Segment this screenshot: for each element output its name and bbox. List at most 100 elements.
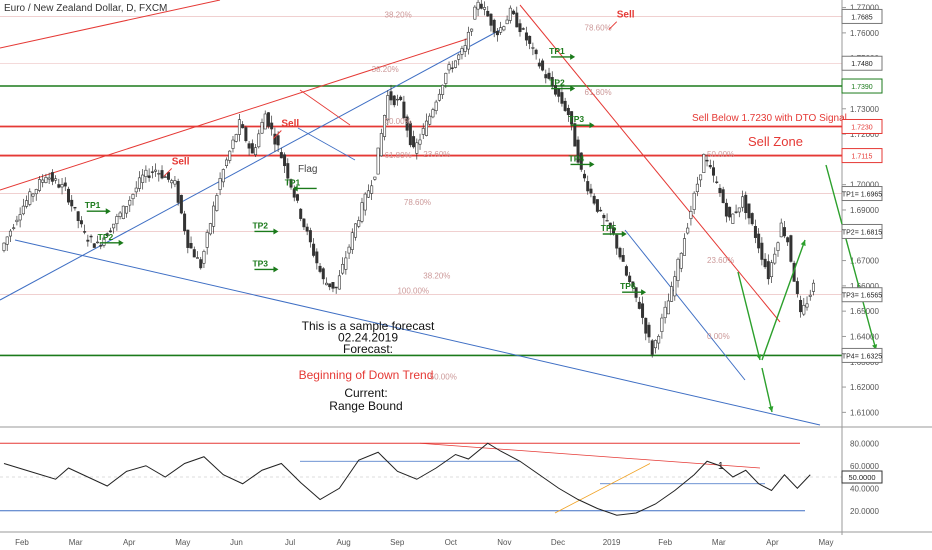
candle-body	[621, 255, 625, 262]
candle-body	[15, 219, 19, 223]
candle-body	[437, 93, 441, 101]
candle-body	[505, 19, 509, 25]
candle-body	[495, 30, 499, 36]
fib-label: 0.00%	[707, 332, 730, 341]
price-level-label: TP1= 1.6965	[842, 192, 882, 199]
candle-body	[399, 96, 403, 101]
candle-body	[150, 171, 154, 173]
candle-body	[715, 181, 719, 183]
candle-body	[753, 225, 757, 238]
candle-body	[553, 85, 557, 95]
candle-body	[486, 10, 490, 17]
candle-body	[141, 174, 145, 183]
candle-body	[576, 139, 580, 163]
candle-body	[776, 242, 780, 251]
projection-arrow-down-2	[825, 164, 877, 351]
candle-body	[73, 206, 77, 209]
rising-blue-trendline	[0, 29, 501, 301]
price-tick-label: 1.62000	[850, 383, 879, 392]
candle-body	[402, 101, 406, 119]
candle-body	[257, 133, 261, 148]
sell-arrow	[272, 130, 282, 139]
candle-body	[595, 199, 599, 212]
candle-body	[705, 159, 709, 162]
tp-label: TP6	[620, 281, 636, 291]
candle-body	[357, 220, 361, 227]
candle-body	[602, 214, 606, 219]
candle-body	[441, 84, 445, 95]
candle-body	[112, 223, 116, 229]
candle-body	[405, 116, 409, 131]
candle-body	[389, 91, 393, 101]
candle-body	[373, 176, 377, 180]
fib-label: 61.80%	[385, 151, 412, 160]
candle-body	[379, 133, 383, 157]
candle-body	[102, 237, 106, 246]
candle-body	[676, 258, 680, 281]
candle-body	[711, 167, 715, 176]
candle-body	[99, 245, 103, 247]
forecast-text: This is a sample forecast	[302, 319, 435, 333]
candle-body	[231, 139, 235, 149]
sell-label: Sell	[172, 156, 190, 167]
candle-body	[786, 237, 790, 243]
candle-body	[566, 107, 570, 116]
price-tick-label: 1.77000	[850, 4, 879, 13]
price-level-label: 1.7480	[851, 61, 873, 68]
candle-body	[286, 163, 290, 179]
fib-label: 23.60%	[707, 256, 734, 265]
candle-body	[476, 1, 480, 10]
candle-body	[524, 32, 528, 41]
candle-body	[192, 249, 196, 258]
candle-body	[270, 122, 274, 130]
tp-arrow-head	[273, 228, 279, 235]
candle-body	[254, 147, 258, 155]
candle-body	[208, 223, 212, 235]
candle-body	[579, 152, 583, 170]
candle-body	[186, 229, 190, 248]
candle-body	[573, 123, 577, 147]
projection-arrow-up-head	[800, 240, 806, 246]
current-text: Range Bound	[329, 399, 402, 413]
candle-body	[134, 187, 138, 193]
candle-body	[557, 88, 561, 97]
candle-body	[624, 266, 628, 276]
candle-body	[2, 242, 6, 251]
time-tick-label: Nov	[497, 538, 511, 547]
candle-body	[189, 243, 193, 249]
candle-body	[728, 206, 732, 218]
fib-label: 78.60%	[404, 198, 431, 207]
tp-arrow-head	[589, 161, 595, 168]
candle-body	[121, 205, 125, 219]
candle-body	[663, 306, 667, 319]
time-tick-label: Dec	[551, 538, 565, 547]
fib-label: 23.60%	[423, 150, 450, 159]
time-tick-label: Feb	[15, 538, 29, 547]
candle-body	[279, 152, 283, 159]
candle-body	[615, 234, 619, 249]
candle-body	[299, 208, 303, 219]
osc-falling-trendline	[419, 442, 761, 469]
fib-label: 38.20%	[372, 65, 399, 74]
tp-arrow-head	[589, 122, 595, 129]
candle-body	[337, 275, 341, 290]
candle-body	[67, 188, 71, 203]
candle-body	[341, 263, 345, 274]
candle-body	[670, 286, 674, 302]
tp-label: TP2	[252, 220, 268, 230]
tp-arrow-head	[570, 85, 576, 92]
candle-body	[641, 303, 645, 318]
candle-body	[483, 7, 487, 10]
candle-body	[218, 178, 222, 190]
candle-body	[708, 165, 712, 168]
time-tick-label: Aug	[336, 538, 350, 547]
candle-body	[57, 184, 61, 188]
candle-body	[718, 187, 722, 194]
candle-body	[260, 122, 264, 134]
candle-body	[418, 139, 422, 145]
candle-body	[154, 169, 158, 172]
time-tick-label: Feb	[658, 538, 672, 547]
candle-body	[657, 335, 661, 344]
candle-body	[79, 220, 83, 225]
time-tick-label: Jun	[230, 538, 243, 547]
